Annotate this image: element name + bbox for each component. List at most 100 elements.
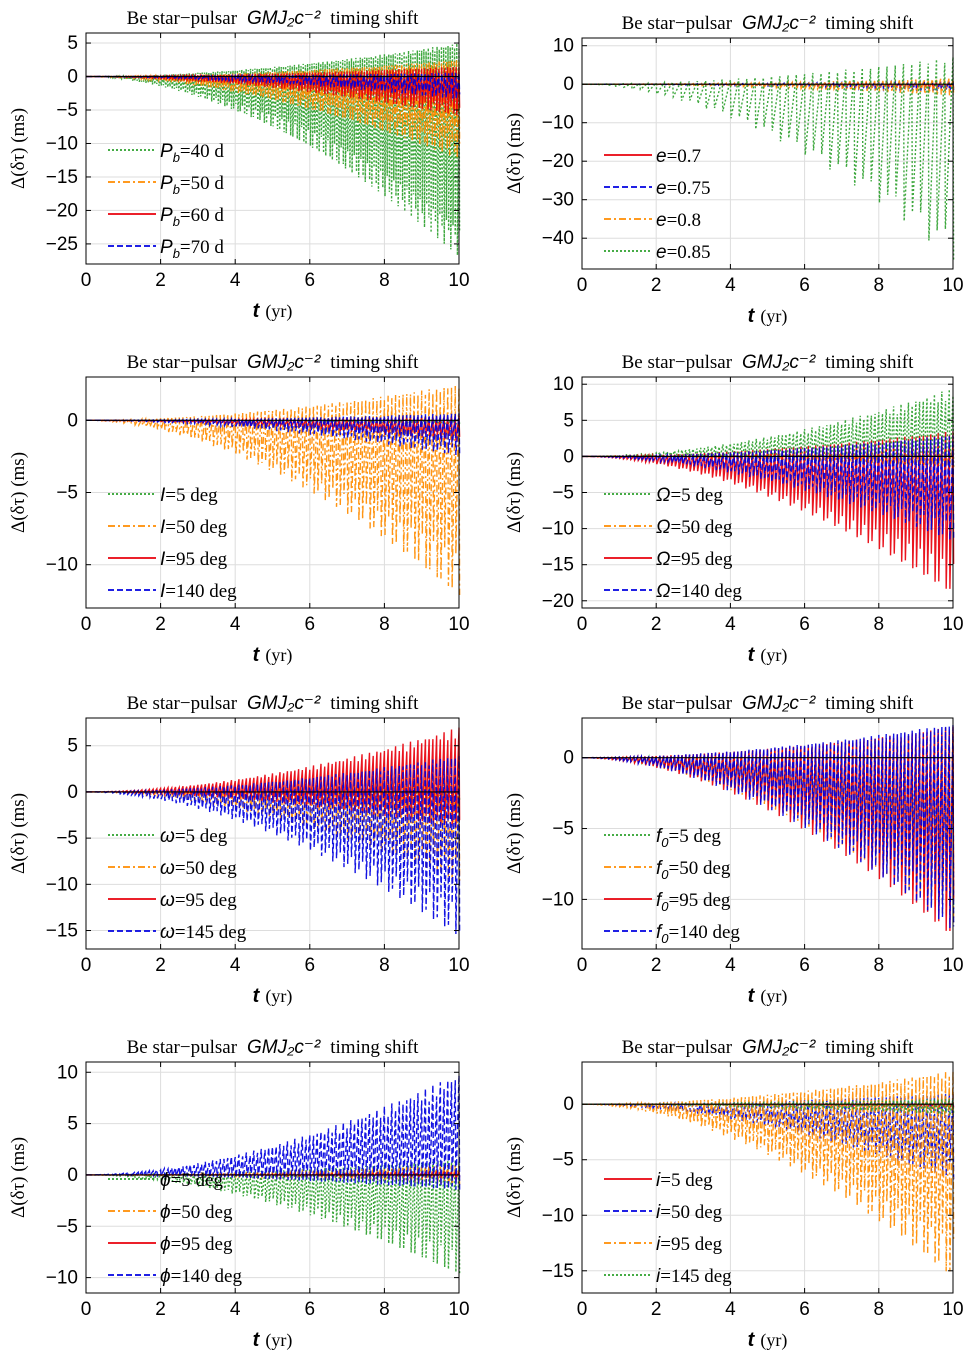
y-tick-label: 5 [67, 33, 78, 54]
x-tick-label: 0 [577, 614, 588, 635]
legend-symbol: i [656, 1170, 661, 1191]
x-tick-label: 0 [577, 275, 588, 296]
x-tick-label: 2 [155, 955, 166, 976]
x-axis-symbol: t [253, 644, 261, 666]
y-tick-label: −5 [552, 1150, 574, 1171]
x-axis-symbol: t [748, 644, 756, 666]
x-tick-label: 10 [942, 614, 963, 635]
x-tick-label: 4 [725, 1299, 736, 1320]
legend-name: =60 d [180, 205, 224, 226]
title-math: GMJ₂c⁻² [247, 352, 321, 373]
title-math: GMJ₂c⁻² [247, 8, 321, 29]
legend-name: =0.8 [667, 210, 701, 231]
y-tick-label: 0 [67, 782, 78, 803]
legend-symbol: P [160, 173, 173, 194]
y-axis-label: Δ(δτ) (ms) [8, 1137, 29, 1218]
legend-label-2: Ω=50 deg [656, 517, 733, 538]
legend-name: =70 d [180, 237, 224, 258]
series-line-3 [582, 1071, 955, 1272]
legend-label-3: ϕ=95 deg [160, 1234, 233, 1255]
x-tick-label: 6 [799, 614, 810, 635]
legend-name: =0.7 [667, 146, 701, 167]
legend-subscript: 0 [661, 931, 669, 946]
y-tick-label: −5 [552, 483, 574, 504]
x-tick-label: 2 [155, 270, 166, 291]
legend-symbol: ω [160, 922, 175, 943]
x-axis-unit: (yr) [265, 645, 292, 666]
legend-subscript: b [173, 150, 180, 165]
title-suffix: timing shift [825, 1037, 914, 1058]
x-axis-symbol: t [748, 985, 756, 1007]
legend-name: =40 d [180, 141, 224, 162]
y-axis-label: Δ(δτ) (ms) [8, 452, 29, 533]
legend-symbol: I [160, 549, 166, 570]
title-math: GMJ₂c⁻² [742, 1037, 816, 1058]
chart-title: Be star−pulsar GMJ₂c⁻² timing shift [622, 693, 915, 714]
x-axis-unit: (yr) [760, 1330, 787, 1351]
x-tick-label: 6 [305, 270, 316, 291]
x-tick-label: 4 [230, 614, 241, 635]
legend-subscript: 0 [661, 867, 669, 882]
x-tick-label: 0 [81, 1299, 92, 1320]
y-axis-label: Δ(δτ) (ms) [504, 793, 525, 874]
legend-symbol: P [160, 141, 173, 162]
legend-symbol: Ω [656, 485, 670, 506]
series-line-4 [86, 756, 461, 935]
y-tick-label: 0 [67, 1165, 78, 1186]
legend-name: =5 deg [669, 826, 722, 847]
title-suffix: timing shift [330, 1037, 419, 1058]
chart-title: Be star−pulsar GMJ₂c⁻² timing shift [622, 352, 915, 373]
y-axis-label: Δ(δτ) (ms) [8, 108, 29, 189]
y-tick-label: 5 [67, 736, 78, 757]
x-axis-label: t (yr) [253, 985, 293, 1007]
panel-4: Be star−pulsar GMJ₂c⁻² timing shift 0 2 4 6 8 10… [504, 352, 964, 666]
plot-frame [581, 717, 954, 950]
legend-symbol: ω [160, 890, 175, 911]
legend-symbol: f [656, 858, 663, 879]
panel-8: Be star−pulsar GMJ₂c⁻² timing shift 0 2 4 6 8 10… [504, 1037, 964, 1351]
x-tick-label: 2 [651, 1299, 662, 1320]
x-tick-label: 10 [448, 270, 469, 291]
legend-label-4: f0=140 deg [656, 922, 740, 946]
x-tick-label: 10 [942, 1299, 963, 1320]
y-tick-label: 0 [563, 74, 574, 95]
x-axis-label: t (yr) [748, 985, 788, 1007]
legend-name: =95 deg [165, 549, 227, 570]
legend-symbol: f [656, 922, 663, 943]
y-tick-label: −20 [542, 591, 574, 612]
legend-subscript: 0 [661, 835, 669, 850]
y-tick-label: −10 [542, 113, 574, 134]
legend-label-4: ϕ=140 deg [160, 1266, 242, 1287]
legend-label-3: e=0.8 [656, 210, 701, 231]
legend-name: =50 d [180, 173, 224, 194]
legend-subscript: b [173, 214, 180, 229]
y-tick-label: −10 [46, 874, 78, 895]
title-math: GMJ₂c⁻² [742, 693, 816, 714]
title-math: GMJ₂c⁻² [742, 13, 816, 34]
y-tick-label: −10 [542, 519, 574, 540]
legend-label-3: i=95 deg [656, 1234, 723, 1255]
legend-symbol: P [160, 205, 173, 226]
plot-frame [85, 1061, 460, 1294]
legend-label-2: Pb=50 d [160, 173, 224, 197]
y-tick-label: 0 [563, 446, 574, 467]
legend-label-1: e=0.7 [656, 146, 701, 167]
legend-symbol: e [656, 178, 667, 199]
x-tick-label: 8 [874, 275, 885, 296]
legend-name: =140 deg [171, 1266, 243, 1287]
y-tick-label: −10 [46, 1268, 78, 1289]
legend-name: =95 deg [660, 1234, 722, 1255]
x-axis-unit: (yr) [760, 306, 787, 327]
legend-symbol: I [160, 581, 166, 602]
x-tick-label: 2 [651, 955, 662, 976]
legend-label-1: Pb=40 d [160, 141, 224, 165]
series-group [582, 724, 955, 932]
x-tick-label: 4 [230, 955, 241, 976]
legend-symbol: P [160, 237, 173, 258]
y-tick-label: 0 [67, 67, 78, 88]
legend-label-1: i=5 deg [656, 1170, 713, 1191]
legend-name: =5 deg [660, 1170, 713, 1191]
y-tick-label: −5 [56, 100, 78, 121]
legend-label-1: I=5 deg [160, 485, 218, 506]
